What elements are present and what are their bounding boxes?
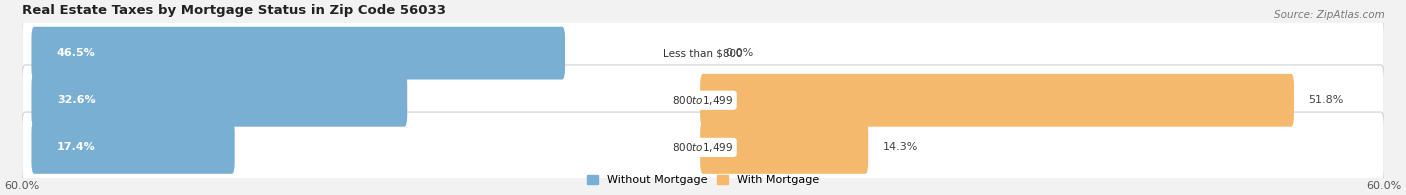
Text: Real Estate Taxes by Mortgage Status in Zip Code 56033: Real Estate Taxes by Mortgage Status in …: [21, 4, 446, 17]
Text: 17.4%: 17.4%: [58, 142, 96, 152]
Text: 51.8%: 51.8%: [1308, 95, 1344, 105]
FancyBboxPatch shape: [21, 112, 1385, 183]
FancyBboxPatch shape: [21, 65, 1385, 136]
Text: Less than $800: Less than $800: [664, 48, 742, 58]
Legend: Without Mortgage, With Mortgage: Without Mortgage, With Mortgage: [588, 175, 818, 185]
Text: 32.6%: 32.6%: [58, 95, 96, 105]
FancyBboxPatch shape: [31, 27, 565, 80]
Text: 46.5%: 46.5%: [58, 48, 96, 58]
FancyBboxPatch shape: [700, 121, 868, 174]
Text: $800 to $1,499: $800 to $1,499: [672, 141, 734, 154]
Text: 0.0%: 0.0%: [725, 48, 754, 58]
FancyBboxPatch shape: [21, 18, 1385, 89]
Text: 14.3%: 14.3%: [883, 142, 918, 152]
Text: $800 to $1,499: $800 to $1,499: [672, 94, 734, 107]
FancyBboxPatch shape: [31, 74, 408, 127]
Text: Source: ZipAtlas.com: Source: ZipAtlas.com: [1274, 10, 1385, 20]
FancyBboxPatch shape: [31, 121, 235, 174]
FancyBboxPatch shape: [700, 74, 1294, 127]
